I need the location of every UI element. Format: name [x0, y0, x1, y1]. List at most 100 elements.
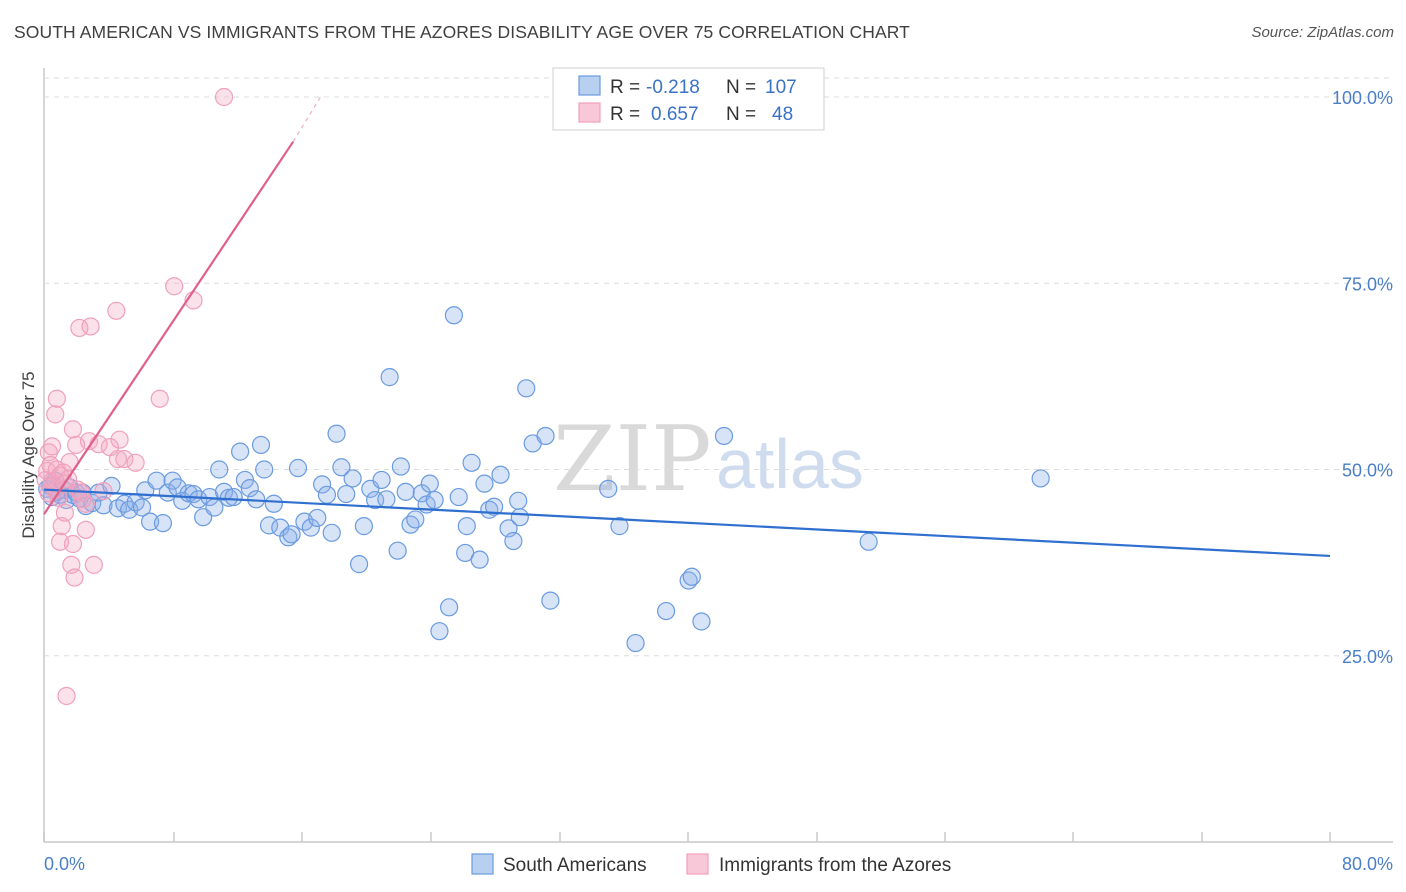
azores-trendline	[43, 141, 295, 515]
south-americans-point	[444, 306, 464, 325]
y-tick-label-100: 100.0%	[1332, 88, 1393, 108]
south-americans-point	[485, 497, 504, 516]
south-americans-point	[692, 612, 711, 631]
legend-r-label-blue: R =	[610, 77, 640, 98]
chart-title: SOUTH AMERICAN VS IMMIGRANTS FROM THE AZ…	[14, 22, 910, 42]
south-americans-point	[657, 601, 676, 621]
south-americans-point	[210, 460, 229, 479]
south-americans-point	[439, 598, 459, 617]
south-americans-point	[349, 555, 369, 574]
source-credit: Source: ZipAtlas.com	[1251, 24, 1394, 41]
south-americans-point	[343, 469, 362, 488]
south-americans-point	[1031, 469, 1050, 488]
south-americans-point	[327, 424, 346, 443]
legend-n-label-pink: N =	[726, 104, 756, 125]
azores-point	[63, 420, 83, 439]
gridlines	[44, 77, 1393, 657]
south-americans-point	[301, 518, 320, 537]
south-americans-point	[337, 484, 356, 504]
azores-point	[81, 317, 100, 336]
south-americans-point	[391, 457, 410, 476]
azores-point	[73, 490, 92, 509]
azores-point	[94, 482, 113, 501]
bottom-legend-swatch-pink	[686, 853, 709, 875]
south-americans-point	[541, 591, 560, 610]
south-americans-point	[480, 500, 499, 519]
south-americans-point	[401, 515, 420, 534]
south-americans-point	[264, 494, 283, 513]
legend-r-label-pink: R =	[610, 104, 640, 125]
south-americans-point	[380, 368, 399, 387]
south-americans-points	[38, 306, 1050, 653]
south-americans-point	[354, 517, 373, 536]
south-americans-point	[536, 426, 555, 446]
south-americans-point	[396, 482, 415, 501]
south-americans-point	[189, 490, 208, 509]
series-legend: South Americans Immigrants from the Azor…	[471, 853, 951, 876]
south-americans-point	[449, 487, 468, 507]
south-americans-point	[153, 514, 173, 533]
south-americans-point	[470, 550, 489, 569]
azores-point	[65, 568, 84, 587]
bottom-legend-label-blue: South Americans	[503, 855, 647, 876]
bottom-legend-swatch-blue	[471, 853, 494, 875]
azores-point	[55, 503, 74, 522]
azores-point	[76, 520, 95, 539]
south-americans-point	[282, 525, 301, 544]
azores-point	[68, 480, 87, 499]
south-americans-point	[372, 470, 391, 490]
south-americans-point	[205, 498, 224, 517]
south-americans-point	[457, 517, 476, 536]
azores-point	[47, 389, 66, 408]
legend-n-label-blue: N =	[726, 77, 756, 98]
south-americans-point	[626, 633, 645, 653]
south-americans-point	[420, 474, 439, 493]
legend-n-value-blue: 107	[765, 77, 797, 98]
azores-point	[63, 534, 83, 554]
azores-point	[57, 686, 76, 706]
y-axis-label: Disability Age Over 75	[19, 371, 38, 538]
azores-point	[107, 301, 126, 320]
azores-point	[126, 453, 145, 472]
south-americans-point	[288, 458, 308, 478]
watermark-atlas: atlas	[716, 425, 864, 503]
south-americans-point	[214, 482, 234, 501]
south-americans-point	[504, 531, 523, 551]
south-americans-point	[312, 475, 332, 494]
azores-point	[46, 405, 65, 424]
bottom-legend-label-pink: Immigrants from the Azores	[719, 855, 951, 876]
south-americans-point	[599, 479, 618, 498]
south-americans-point	[132, 498, 152, 517]
south-americans-point	[255, 460, 274, 479]
south-americans-point	[491, 465, 510, 484]
south-americans-point	[251, 435, 271, 455]
south-americans-trendline	[43, 488, 1331, 558]
azores-trendline-extension	[292, 96, 322, 143]
trendlines	[43, 96, 1331, 558]
south-americans-point	[279, 528, 298, 547]
south-americans-point	[510, 508, 529, 527]
south-americans-point	[610, 517, 629, 536]
azores-point	[110, 430, 129, 449]
azores-point	[84, 555, 103, 574]
x-tick-label-max: 80.0%	[1342, 854, 1393, 874]
south-americans-point	[317, 485, 337, 504]
correlation-legend: R = -0.218 N = 107 R = 0.657 N = 48	[552, 67, 825, 131]
south-americans-point	[859, 532, 878, 551]
y-tick-label-50: 50.0%	[1342, 461, 1393, 481]
south-americans-point	[332, 458, 351, 477]
south-americans-point	[517, 379, 536, 398]
watermark-zip: ZIP	[553, 407, 712, 512]
south-americans-point	[322, 523, 341, 542]
south-americans-point	[425, 490, 444, 510]
azores-point	[165, 277, 184, 296]
south-americans-point	[714, 426, 734, 446]
y-tick-labels: 25.0% 50.0% 75.0% 100.0%	[1332, 88, 1393, 667]
south-americans-point	[430, 622, 449, 641]
south-americans-point	[308, 508, 327, 528]
legend-swatch-pink	[578, 102, 601, 123]
azores-point	[214, 87, 234, 107]
south-americans-point	[475, 474, 494, 493]
azores-point	[42, 437, 62, 456]
